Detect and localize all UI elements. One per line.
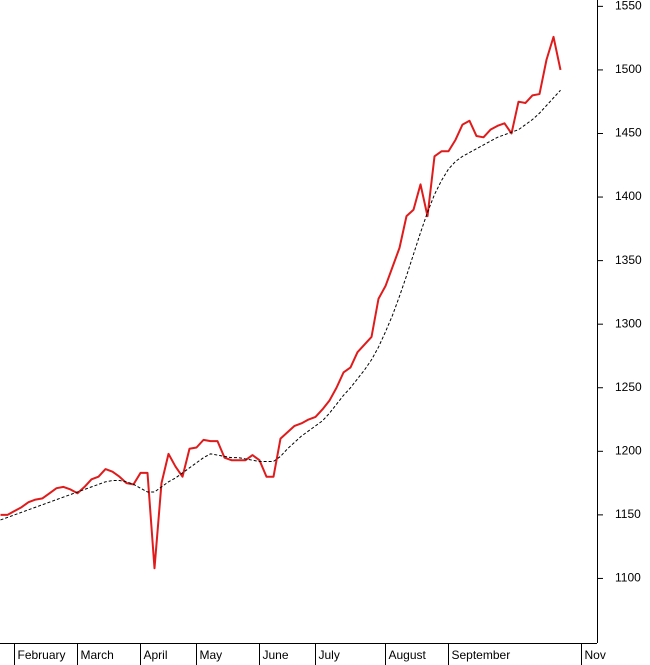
x-tick-label: March bbox=[81, 648, 114, 662]
y-tick-label: 1400 bbox=[615, 189, 642, 203]
y-tick-label: 1100 bbox=[615, 571, 641, 585]
y-tick-label: 1350 bbox=[615, 253, 642, 267]
x-tick-label: May bbox=[200, 648, 223, 662]
x-tick-label: July bbox=[319, 648, 340, 662]
x-tick-label: August bbox=[389, 648, 427, 662]
y-tick-label: 1200 bbox=[615, 443, 642, 457]
x-tick-label: February bbox=[18, 648, 66, 662]
series-line bbox=[0, 35, 562, 570]
series-line bbox=[0, 89, 561, 521]
y-tick-label: 1150 bbox=[615, 507, 641, 521]
y-tick-label: 1550 bbox=[615, 0, 642, 13]
x-tick-label: April bbox=[144, 648, 168, 662]
y-tick-label: 1450 bbox=[615, 126, 642, 140]
x-tick-label: September bbox=[452, 648, 511, 662]
x-tick-label: June bbox=[263, 648, 289, 662]
y-tick-label: 1250 bbox=[615, 380, 642, 394]
y-tick-label: 1500 bbox=[615, 62, 642, 76]
x-tick-label: Nov bbox=[585, 648, 606, 662]
y-tick-label: 1300 bbox=[615, 316, 642, 330]
